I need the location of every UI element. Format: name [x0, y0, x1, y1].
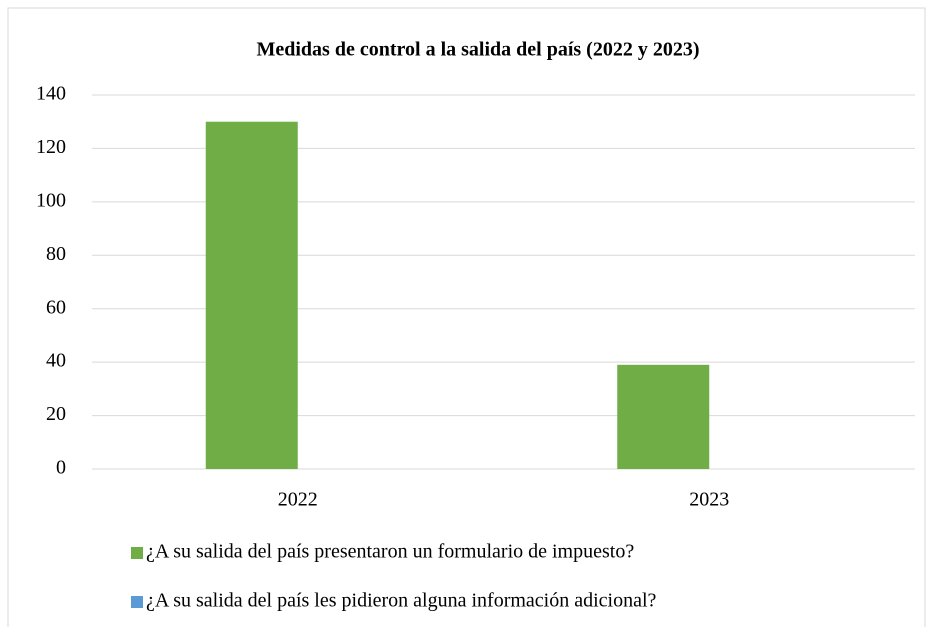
y-tick-label: 0: [56, 457, 66, 479]
y-tick-label: 140: [36, 83, 66, 105]
chart-frame: [7, 7, 926, 627]
y-tick-label: 100: [36, 189, 66, 211]
y-tick-label: 80: [46, 243, 66, 265]
legend-label: ¿A su salida del país les pidieron algun…: [146, 590, 657, 612]
bar: [617, 364, 710, 469]
chart-title: Medidas de control a la salida del país …: [257, 39, 700, 61]
x-tick-label: 2022: [278, 489, 318, 511]
bar: [205, 121, 298, 469]
legend-swatch: [131, 547, 143, 559]
legend-swatch: [131, 596, 143, 608]
legend-label: ¿A su salida del país presentaron un for…: [146, 541, 634, 563]
x-tick-label: 2023: [689, 489, 729, 511]
y-tick-label: 20: [46, 403, 66, 425]
y-tick-label: 60: [46, 296, 66, 318]
y-tick-label: 120: [36, 136, 66, 158]
y-tick-label: 40: [46, 350, 66, 372]
